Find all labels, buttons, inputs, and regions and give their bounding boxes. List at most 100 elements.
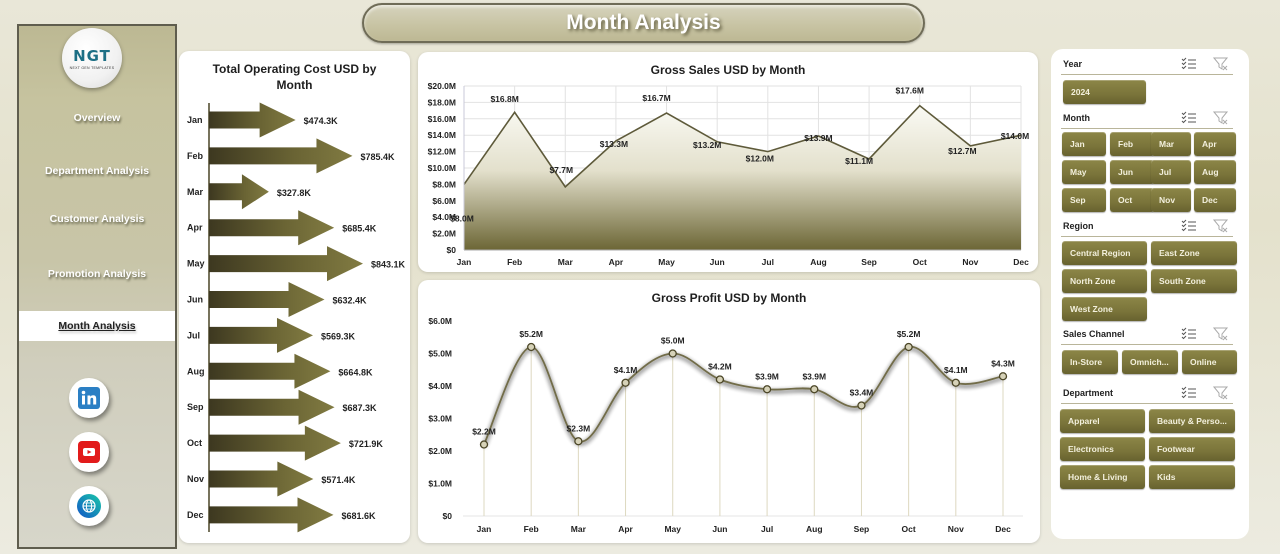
y-tick-label: $4.0M — [432, 212, 456, 222]
data-point-marker[interactable] — [574, 437, 583, 446]
data-point-marker[interactable] — [668, 349, 677, 358]
data-label: $2.2M — [472, 427, 496, 437]
sidebar-item-promotion-analysis[interactable]: Promotion Analysis — [47, 268, 147, 280]
operating-cost-arrow-chart: Jan $474.3K Feb $785.4K Mar $327.8K Apr $685.4K… — [187, 102, 406, 533]
data-label: $12.0M — [746, 154, 774, 164]
x-tick-label: Jul — [761, 524, 773, 534]
month-option-sep[interactable]: Sep — [1062, 188, 1106, 212]
month-option-mar[interactable]: Mar — [1151, 132, 1191, 156]
cost-arrow-bar[interactable] — [209, 246, 363, 282]
cost-arrow-bar[interactable] — [209, 210, 335, 246]
y-tick-label: $10.0M — [428, 163, 456, 173]
region-option-central-region[interactable]: Central Region — [1062, 241, 1147, 265]
department-slicer-label: Department — [1063, 388, 1114, 398]
value-label: $632.4K — [333, 296, 368, 306]
clear-filter-icon[interactable] — [1213, 327, 1229, 341]
multi-select-icon[interactable] — [1181, 57, 1197, 71]
logo[interactable]: NGT NEXT GEN TEMPLATES — [62, 28, 122, 88]
y-tick-label: $2.0M — [432, 229, 456, 239]
month-option-jul[interactable]: Jul — [1151, 160, 1191, 184]
month-option-jun[interactable]: Jun — [1110, 160, 1154, 184]
data-point-marker[interactable] — [904, 342, 913, 352]
cost-arrow-bar[interactable] — [209, 353, 331, 389]
website-button[interactable] — [69, 486, 109, 526]
data-point-marker[interactable] — [715, 375, 725, 384]
year-option-2024[interactable]: 2024 — [1063, 80, 1146, 104]
sidebar-item-department-analysis[interactable]: Department Analysis — [44, 165, 150, 177]
value-label: $785.4K — [360, 152, 395, 162]
filter-panel: Year 2024 Month Jan Feb Mar Apr May Jun Jul Aug… — [1051, 49, 1249, 539]
department-option-footwear[interactable]: Footwear — [1149, 437, 1235, 461]
cost-arrow-bar[interactable] — [209, 282, 325, 317]
linkedin-button[interactable] — [69, 378, 109, 418]
clear-filter-icon[interactable] — [1213, 111, 1229, 125]
data-label: $13.3M — [600, 139, 628, 149]
month-option-jan[interactable]: Jan — [1062, 132, 1106, 156]
data-point-marker[interactable] — [479, 440, 489, 449]
data-point-marker[interactable] — [951, 378, 960, 387]
data-label: $11.1M — [845, 156, 873, 166]
multi-select-icon[interactable] — [1181, 327, 1197, 341]
sales-area[interactable] — [464, 105, 1021, 251]
data-label: $8.0M — [450, 213, 474, 223]
clear-filter-icon[interactable] — [1213, 386, 1229, 400]
sidebar-item-month-analysis[interactable]: Month Analysis — [19, 311, 175, 341]
department-slicer-header: Department — [1061, 384, 1233, 404]
month-option-dec[interactable]: Dec — [1194, 188, 1236, 212]
gross-sales-area-chart: $0 $2.0M $4.0M $6.0M $8.0M $10.0M $12.0M $14.0M… — [428, 81, 1030, 267]
data-point-marker[interactable] — [998, 372, 1008, 381]
category-label: May — [187, 259, 205, 269]
clear-filter-icon[interactable] — [1213, 219, 1229, 233]
region-option-west-zone[interactable]: West Zone — [1062, 297, 1147, 321]
profit-line[interactable] — [483, 346, 1004, 445]
cost-arrow-bar[interactable] — [209, 389, 335, 425]
channel-option-omnichannel[interactable]: Omnich... — [1122, 350, 1178, 374]
department-option-home-living[interactable]: Home & Living — [1060, 465, 1145, 489]
month-option-aug[interactable]: Aug — [1194, 160, 1236, 184]
channel-option-in-store[interactable]: In-Store — [1062, 350, 1118, 374]
month-option-apr[interactable]: Apr — [1194, 132, 1236, 156]
data-point-marker[interactable] — [762, 385, 772, 394]
value-label: $474.3K — [304, 116, 339, 126]
clear-filter-icon[interactable] — [1213, 57, 1229, 71]
month-option-oct[interactable]: Oct — [1110, 188, 1154, 212]
cost-arrow-bar[interactable] — [209, 138, 353, 174]
cost-arrow-bar[interactable] — [209, 102, 296, 138]
data-point-marker[interactable] — [527, 342, 536, 352]
multi-select-icon[interactable] — [1181, 219, 1197, 233]
region-option-east-zone[interactable]: East Zone — [1151, 241, 1237, 265]
data-point-marker[interactable] — [810, 385, 819, 394]
data-label: $17.6M — [896, 86, 924, 96]
data-point-marker[interactable] — [621, 378, 630, 387]
x-tick-label: Jul — [762, 257, 774, 267]
multi-select-icon[interactable] — [1181, 111, 1197, 125]
region-option-north-zone[interactable]: North Zone — [1062, 269, 1147, 293]
department-option-kids[interactable]: Kids — [1149, 465, 1235, 489]
cost-arrow-bar[interactable] — [209, 497, 334, 533]
department-option-apparel[interactable]: Apparel — [1060, 409, 1145, 433]
data-label: $5.2M — [897, 329, 921, 339]
sidebar-item-overview[interactable]: Overview — [73, 112, 121, 124]
sidebar-item-customer-analysis[interactable]: Customer Analysis — [49, 213, 145, 225]
multi-select-icon[interactable] — [1181, 386, 1197, 400]
month-slicer-label: Month — [1063, 113, 1090, 123]
region-option-south-zone[interactable]: South Zone — [1151, 269, 1237, 293]
department-option-beauty[interactable]: Beauty & Perso... — [1149, 409, 1235, 433]
cost-arrow-bar[interactable] — [209, 174, 269, 210]
month-option-feb[interactable]: Feb — [1110, 132, 1154, 156]
data-point-marker[interactable] — [857, 401, 866, 410]
x-tick-label: Apr — [609, 257, 624, 267]
cost-arrow-bar[interactable] — [209, 425, 341, 461]
y-tick-label: $5.0M — [428, 349, 452, 359]
month-option-may[interactable]: May — [1062, 160, 1106, 184]
cost-arrow-bar[interactable] — [209, 317, 313, 353]
category-label: Apr — [187, 223, 203, 233]
channel-option-online[interactable]: Online — [1182, 350, 1237, 374]
x-tick-label: Nov — [962, 257, 978, 267]
data-label: $3.4M — [850, 388, 874, 398]
department-option-electronics[interactable]: Electronics — [1060, 437, 1145, 461]
category-label: Jul — [187, 330, 200, 340]
month-option-nov[interactable]: Nov — [1151, 188, 1191, 212]
cost-arrow-bar[interactable] — [209, 461, 314, 497]
youtube-button[interactable] — [69, 432, 109, 472]
